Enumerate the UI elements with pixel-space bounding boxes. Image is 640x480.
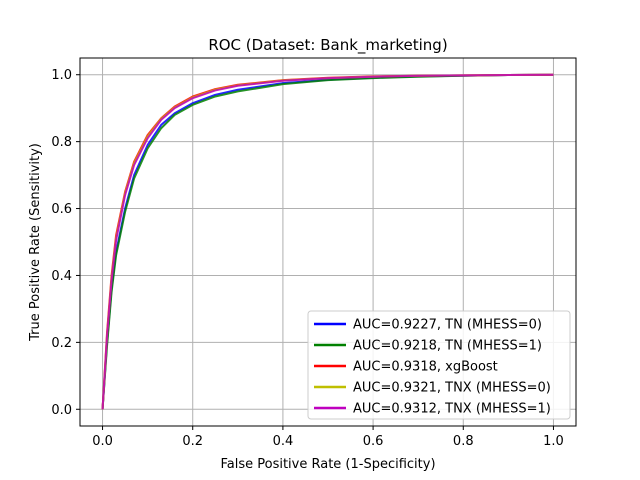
legend: AUC=0.9227, TN (MHESS=0) AUC=0.9218, TN (… [307, 310, 571, 420]
grid-lines [80, 58, 576, 426]
x-tick-label: 0.4 [273, 434, 294, 449]
x-tick-label: 0.0 [92, 434, 113, 449]
series-lines [101, 73, 554, 410]
legend-label-series-3: AUC=0.9318, xgBoost [353, 360, 498, 375]
roc-line-series-5 [101, 73, 554, 410]
x-tick-label: 0.2 [182, 434, 203, 449]
legend-box [307, 310, 571, 420]
legend-label-series-4: AUC=0.9321, TNX (MHESS=0) [353, 381, 551, 396]
y-tick-label: 1.0 [51, 68, 72, 83]
x-tick-label: 0.8 [453, 434, 474, 449]
y-tick-label: 0.4 [51, 269, 72, 284]
legend-label-series-5: AUC=0.9312, TNX (MHESS=1) [353, 402, 551, 417]
x-tick-label: 0.6 [363, 434, 384, 449]
x-tick-label: 1.0 [543, 434, 564, 449]
y-tick-label: 0.6 [51, 202, 72, 217]
y-axis-ticks: 0.0 0.2 0.4 0.6 0.8 1.0 [51, 68, 80, 418]
y-axis-label: True Positive Rate (Sensitivity) [28, 143, 43, 342]
x-axis-ticks: 0.0 0.2 0.4 0.6 0.8 1.0 [92, 426, 564, 449]
plot-frame [79, 57, 577, 427]
legend-label-series-1: AUC=0.9227, TN (MHESS=0) [353, 318, 542, 333]
y-tick-label: 0.2 [51, 336, 72, 351]
chart-title: ROC (Dataset: Bank_marketing) [208, 36, 447, 55]
x-axis-label: False Positive Rate (1-Specificity) [220, 457, 435, 472]
legend-label-series-2: AUC=0.9218, TN (MHESS=1) [353, 339, 542, 354]
y-tick-label: 0.8 [51, 135, 72, 150]
y-tick-label: 0.0 [51, 403, 72, 418]
